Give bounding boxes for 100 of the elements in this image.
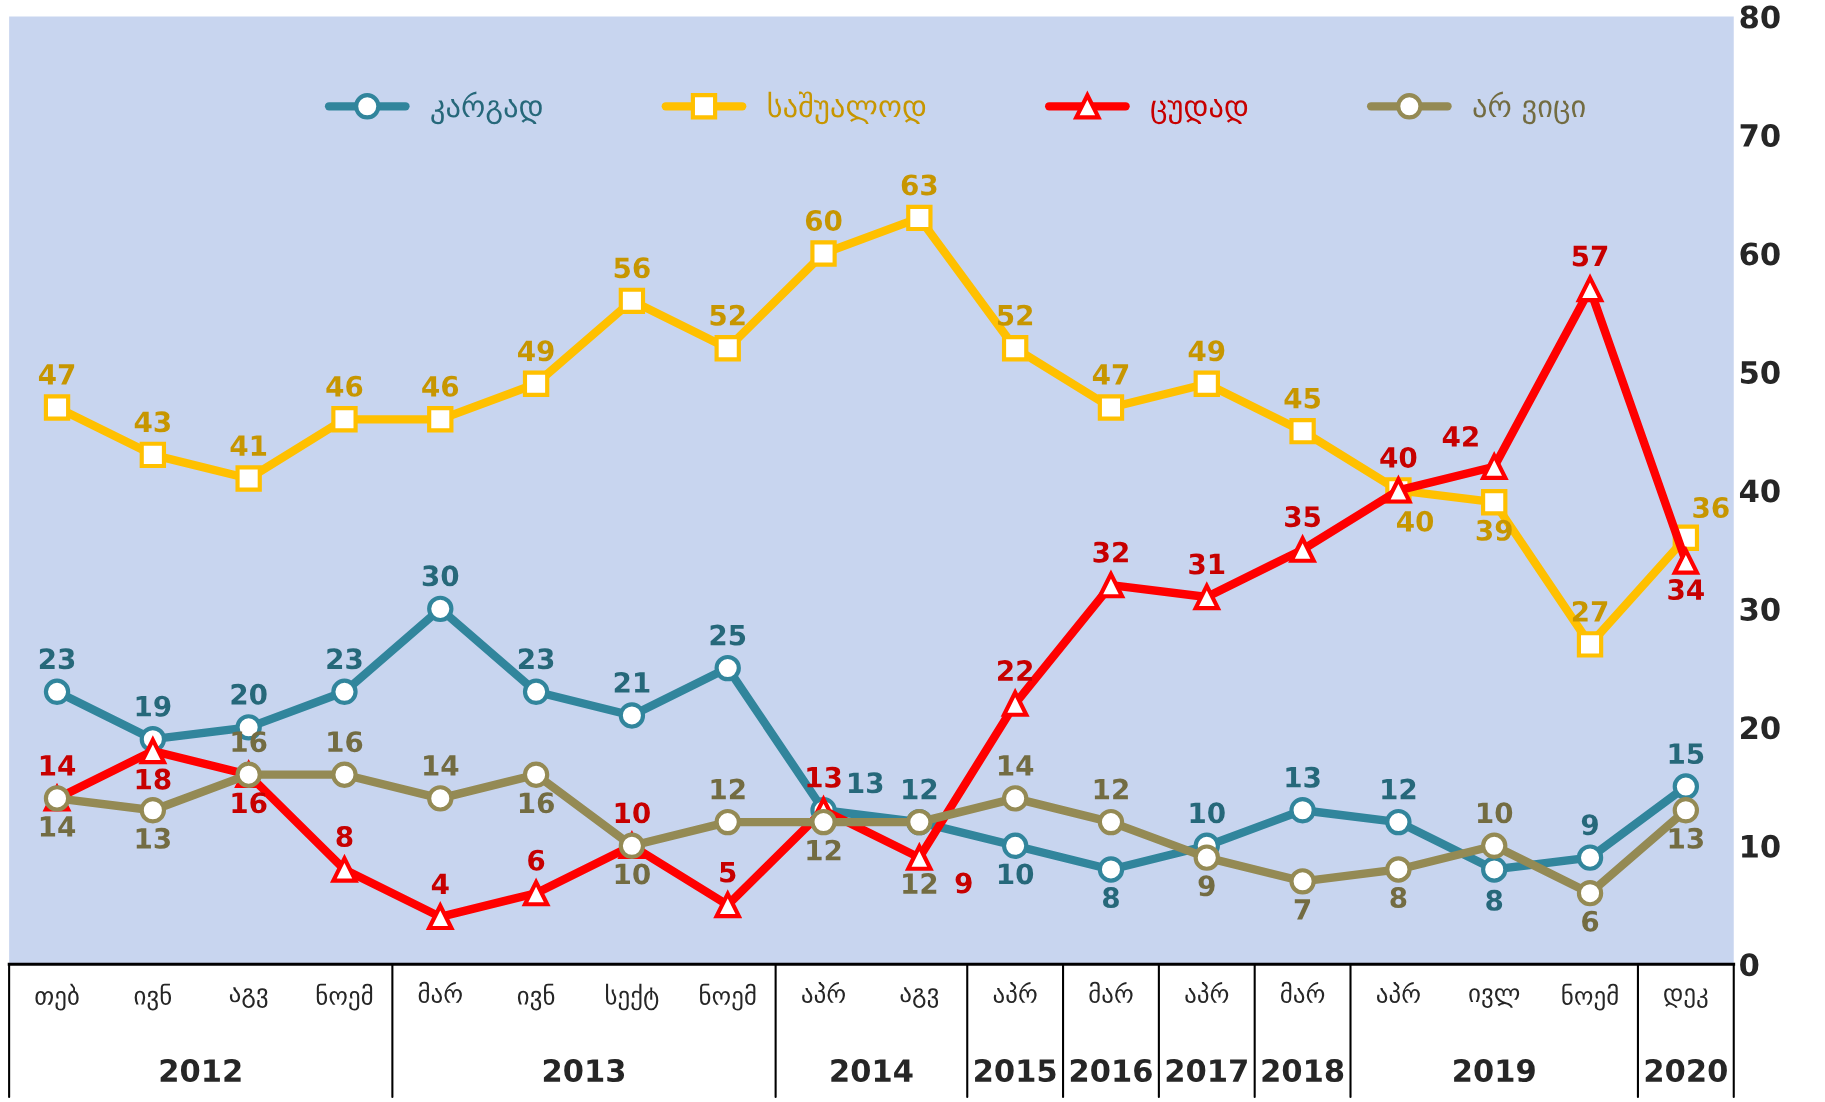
x-tick-label: აპრ — [802, 981, 845, 1004]
data-label: 42 — [1442, 425, 1478, 447]
data-label: 31 — [1189, 553, 1225, 575]
data-label: 6 — [528, 849, 545, 871]
data-label: 41 — [230, 435, 267, 456]
data-label: 13 — [849, 772, 883, 794]
data-label: 57 — [1572, 245, 1608, 267]
x-tick-label: აპრ — [993, 981, 1037, 1004]
legend-label: კარგად — [431, 91, 542, 125]
data-label: 16 — [232, 792, 267, 814]
data-label: 10 — [1190, 802, 1225, 824]
legend-label: საშუალოდ — [768, 91, 926, 125]
data-label: 18 — [136, 768, 171, 790]
data-label: 21 — [614, 671, 650, 693]
data-label: 10 — [615, 802, 650, 824]
y-tick-label: 20 — [1741, 716, 1780, 740]
data-label: 34 — [1668, 579, 1704, 601]
x-tick-label: დეკ — [1664, 988, 1708, 1008]
data-label: 13 — [1286, 766, 1320, 788]
data-label: 23 — [518, 648, 554, 670]
text: 2012 — [160, 1058, 241, 1083]
y-tick-label: 50 — [1740, 360, 1780, 384]
x-tick-label: აგვ — [900, 987, 939, 1008]
data-label: 9 — [1581, 814, 1598, 836]
data-label: 52 — [997, 304, 1033, 326]
data-label: 47 — [1092, 364, 1129, 385]
y-tick-label: 30 — [1740, 597, 1780, 621]
x-tick-label: მარ — [1089, 981, 1133, 1004]
data-label: 6 — [1582, 910, 1599, 932]
data-label: 46 — [422, 375, 459, 397]
data-label: 4 — [431, 873, 449, 894]
x-tick-label: სექტ — [606, 983, 659, 1011]
data-label: 22 — [998, 660, 1033, 681]
x-tick-label: ნოემ — [1562, 983, 1618, 1011]
data-label: 7 — [1294, 899, 1311, 920]
data-label: 8 — [1103, 887, 1119, 909]
x-tick-label: ივნ — [517, 983, 555, 1011]
data-label: 36 — [1693, 497, 1729, 519]
x-tick-label: აგვ — [229, 987, 268, 1008]
data-label: 14 — [40, 755, 76, 776]
x-tick-label: აპრ — [1376, 981, 1420, 1004]
data-label: 27 — [1572, 600, 1608, 622]
data-label: 10 — [615, 863, 650, 885]
data-label: 12 — [711, 778, 745, 800]
y-tick-label: 10 — [1742, 834, 1780, 858]
data-label: 12 — [903, 778, 937, 800]
data-label: 8 — [1390, 887, 1407, 909]
text: 2018 — [1262, 1058, 1344, 1083]
legend-label: არ ვიცი — [1473, 91, 1585, 125]
legend-label: ცუდად — [1151, 98, 1248, 125]
data-label: 10 — [1478, 802, 1513, 824]
x-tick-label: აპრ — [1185, 981, 1229, 1004]
x-tick-label: ივნ — [134, 983, 172, 1011]
data-label: 40 — [1380, 446, 1417, 468]
data-label: 13 — [807, 766, 841, 788]
data-label: 8 — [1486, 889, 1503, 911]
data-label: 46 — [326, 375, 363, 397]
data-label: 35 — [1285, 506, 1320, 528]
data-label: 25 — [710, 624, 746, 646]
data-label: 13 — [136, 827, 170, 849]
data-label: 23 — [39, 648, 75, 670]
data-label: 56 — [614, 257, 650, 279]
text: 2020 — [1645, 1058, 1727, 1083]
x-tick-label: ნოემ — [700, 983, 756, 1011]
data-label: 49 — [518, 340, 554, 362]
data-label: 39 — [1476, 519, 1512, 541]
y-tick-label: 70 — [1740, 123, 1780, 148]
data-label: 63 — [901, 174, 937, 196]
data-label: 30 — [422, 565, 459, 587]
y-tick-label: 80 — [1740, 5, 1780, 29]
y-tick-label: 0 — [1740, 953, 1759, 977]
data-label: 52 — [710, 304, 745, 326]
data-label: 15 — [1669, 743, 1704, 765]
data-label: 47 — [38, 364, 75, 385]
x-tick-label: ნოემ — [316, 983, 373, 1011]
x-tick-label: თებ — [35, 983, 79, 1011]
data-label: 14 — [424, 755, 459, 776]
data-label: 16 — [328, 731, 363, 753]
data-label: 12 — [903, 873, 937, 894]
data-label: 49 — [1188, 340, 1225, 362]
data-label: 40 — [1397, 510, 1434, 532]
data-label: 12 — [807, 839, 841, 861]
data-label: 8 — [336, 825, 353, 847]
x-tick-label: მარ — [1280, 981, 1325, 1004]
data-label: 43 — [134, 411, 170, 433]
data-label: 14 — [40, 816, 76, 837]
data-label: 20 — [231, 683, 267, 705]
x-tick-label: ივლ — [1469, 988, 1520, 1008]
data-label: 10 — [998, 863, 1034, 885]
text: 2016 — [1070, 1058, 1152, 1083]
text: 2015 — [975, 1058, 1056, 1083]
data-label: 32 — [1093, 541, 1128, 563]
y-tick-label: 40 — [1739, 479, 1780, 503]
data-label: 9 — [955, 872, 972, 894]
y-tick-label: 60 — [1740, 242, 1780, 266]
data-label: 5 — [720, 861, 736, 883]
data-label: 45 — [1284, 388, 1320, 409]
data-label: 60 — [805, 209, 842, 231]
data-label: 9 — [1198, 875, 1215, 897]
data-label: 12 — [1094, 778, 1128, 800]
